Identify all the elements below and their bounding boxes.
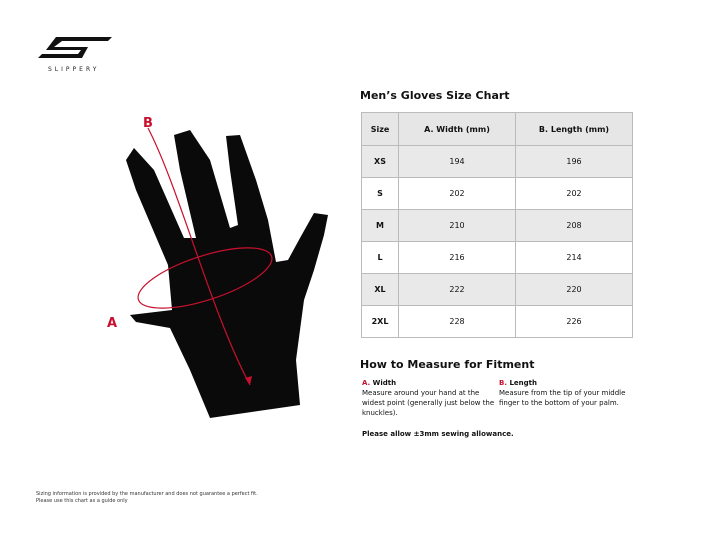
width: 210 bbox=[398, 209, 516, 242]
length-label: Length bbox=[509, 379, 537, 387]
size: L bbox=[361, 241, 399, 274]
size: XL bbox=[361, 273, 399, 306]
disclaimer: Sizing information is provided by the ma… bbox=[36, 491, 258, 505]
label-a: A bbox=[107, 316, 117, 331]
width-label: Width bbox=[372, 379, 397, 387]
label-b: B bbox=[143, 116, 153, 131]
header-size: Size bbox=[361, 112, 399, 146]
length: 196 bbox=[515, 145, 633, 178]
disclaimer-line-1: Sizing information is provided by the ma… bbox=[36, 491, 258, 497]
letter-a: A. bbox=[362, 379, 371, 387]
length: 202 bbox=[515, 177, 633, 210]
size: XS bbox=[361, 145, 399, 178]
chart-title: Men’s Gloves Size Chart bbox=[360, 89, 510, 102]
width: 216 bbox=[398, 241, 516, 274]
table-header: Size A. Width (mm) B. Length (mm) bbox=[361, 112, 633, 146]
size: 2XL bbox=[361, 305, 399, 338]
size: S bbox=[361, 177, 399, 210]
header-length: B. Length (mm) bbox=[515, 112, 633, 146]
width: 222 bbox=[398, 273, 516, 306]
table-row: L 216 214 bbox=[361, 241, 633, 274]
header-width: A. Width (mm) bbox=[398, 112, 516, 146]
table-row: S 202 202 bbox=[361, 177, 633, 210]
table-row: XL 222 220 bbox=[361, 273, 633, 306]
width: 194 bbox=[398, 145, 516, 178]
length: 220 bbox=[515, 273, 633, 306]
width-text: Measure around your hand at the widest p… bbox=[362, 389, 495, 417]
length-text: Measure from the tip of your middle fing… bbox=[499, 389, 626, 407]
allowance-note: Please allow ±3mm sewing allowance. bbox=[362, 430, 514, 438]
letter-b: B. bbox=[499, 379, 507, 387]
width-instructions: A. Width Measure around your hand at the… bbox=[362, 378, 502, 418]
length: 226 bbox=[515, 305, 633, 338]
measure-title: How to Measure for Fitment bbox=[360, 358, 535, 371]
slippery-logo bbox=[38, 37, 112, 58]
disclaimer-line-2: Please use this chart as a guide only bbox=[36, 498, 128, 504]
size: M bbox=[361, 209, 399, 242]
brand-name: SLIPPERY bbox=[48, 66, 100, 73]
width: 202 bbox=[398, 177, 516, 210]
hand-diagram: B A bbox=[107, 116, 328, 418]
length-instructions: B. Length Measure from the tip of your m… bbox=[499, 378, 639, 408]
length: 214 bbox=[515, 241, 633, 274]
table-row: M 210 208 bbox=[361, 209, 633, 242]
table-row: 2XL 228 226 bbox=[361, 305, 633, 338]
size-table: Size A. Width (mm) B. Length (mm) XS 194 1… bbox=[361, 112, 633, 338]
table-row: XS 194 196 bbox=[361, 145, 633, 178]
length: 208 bbox=[515, 209, 633, 242]
width: 228 bbox=[398, 305, 516, 338]
